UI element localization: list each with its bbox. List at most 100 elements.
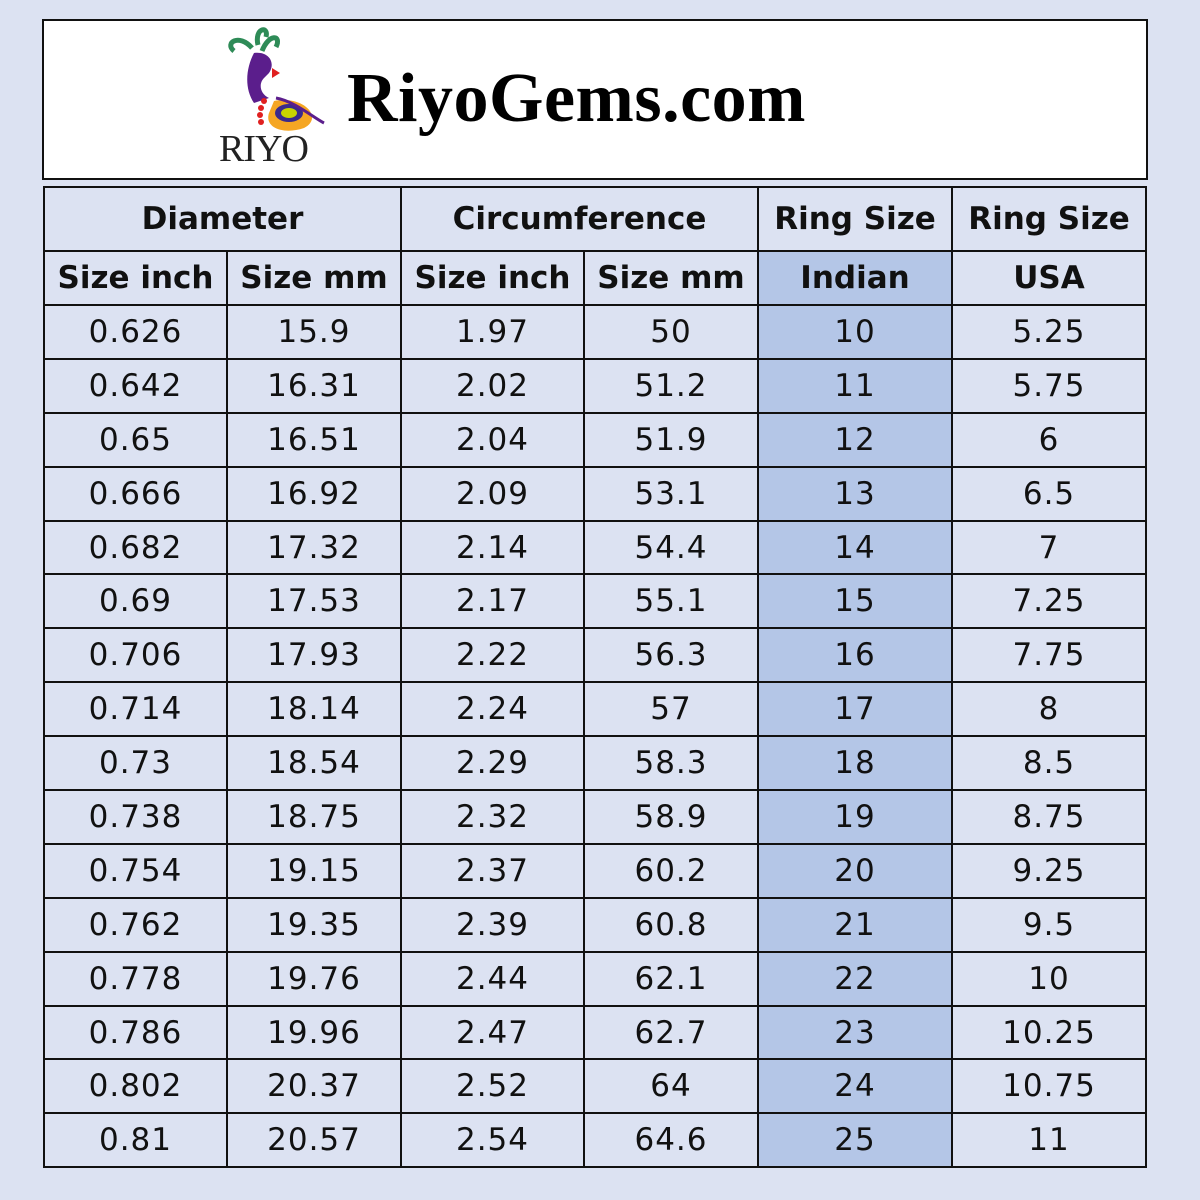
- cell-ring-size-indian: 16: [757, 627, 953, 684]
- cell-diameter-mm: 16.31: [226, 357, 402, 414]
- cell-ring-size-usa: 8.75: [951, 789, 1147, 845]
- cell-ring-size-usa: 6: [951, 411, 1147, 468]
- cell-diameter-mm: 18.14: [226, 681, 402, 738]
- cell-ring-size-usa: 10.75: [951, 1058, 1147, 1115]
- subheader-diameter-mm: Size mm: [226, 250, 402, 306]
- cell-ring-size-indian: 14: [757, 519, 953, 576]
- cell-ring-size-indian: 15: [757, 573, 953, 630]
- cell-circumference-mm: 62.7: [583, 1004, 759, 1061]
- cell-ring-size-indian: 10: [757, 304, 953, 360]
- cell-circumference-inch: 2.04: [400, 411, 585, 468]
- cell-circumference-mm: 53.1: [583, 465, 759, 522]
- cell-diameter-mm: 19.76: [226, 950, 402, 1007]
- peacock-logo-icon: [228, 27, 325, 131]
- table-row: 0.778 19.76 2.44 62.1 22 10: [43, 950, 1147, 1007]
- cell-circumference-mm: 64: [583, 1058, 759, 1115]
- cell-diameter-inch: 0.81: [43, 1112, 228, 1169]
- cell-diameter-inch: 0.802: [43, 1058, 228, 1115]
- table-row: 0.714 18.14 2.24 57 17 8: [43, 681, 1147, 738]
- cell-ring-size-usa: 10.25: [951, 1004, 1147, 1061]
- cell-circumference-mm: 51.9: [583, 411, 759, 468]
- cell-circumference-mm: 51.2: [583, 357, 759, 414]
- cell-ring-size-indian: 19: [757, 789, 953, 845]
- cell-ring-size-usa: 9.25: [951, 842, 1147, 899]
- cell-ring-size-usa: 11: [951, 1112, 1147, 1169]
- cell-ring-size-usa: 7: [951, 519, 1147, 576]
- cell-ring-size-indian: 22: [757, 950, 953, 1007]
- cell-circumference-inch: 2.39: [400, 896, 585, 953]
- cell-diameter-mm: 15.9: [226, 304, 402, 360]
- cell-circumference-mm: 55.1: [583, 573, 759, 630]
- cell-circumference-mm: 50: [583, 304, 759, 360]
- cell-diameter-inch: 0.714: [43, 681, 228, 738]
- cell-diameter-inch: 0.706: [43, 627, 228, 684]
- header-banner: RIYO RiyoGems.com: [42, 19, 1148, 180]
- table-row: 0.706 17.93 2.22 56.3 16 7.75: [43, 627, 1147, 684]
- ring-size-table: Diameter Circumference Ring Size Ring Si…: [43, 186, 1147, 1169]
- cell-ring-size-indian: 24: [757, 1058, 953, 1115]
- cell-ring-size-usa: 8: [951, 681, 1147, 738]
- cell-ring-size-usa: 5.75: [951, 357, 1147, 414]
- table-row: 0.682 17.32 2.14 54.4 14 7: [43, 519, 1147, 576]
- cell-circumference-mm: 58.3: [583, 735, 759, 792]
- cell-diameter-inch: 0.754: [43, 842, 228, 899]
- cell-diameter-inch: 0.738: [43, 789, 228, 845]
- cell-circumference-mm: 54.4: [583, 519, 759, 576]
- cell-diameter-inch: 0.682: [43, 519, 228, 576]
- cell-circumference-inch: 2.24: [400, 681, 585, 738]
- cell-circumference-inch: 2.14: [400, 519, 585, 576]
- table-row: 0.73 18.54 2.29 58.3 18 8.5: [43, 735, 1147, 792]
- cell-diameter-inch: 0.65: [43, 411, 228, 468]
- cell-diameter-mm: 18.75: [226, 789, 402, 845]
- cell-circumference-inch: 1.97: [400, 304, 585, 360]
- cell-diameter-mm: 20.37: [226, 1058, 402, 1115]
- cell-circumference-inch: 2.47: [400, 1004, 585, 1061]
- cell-diameter-inch: 0.786: [43, 1004, 228, 1061]
- cell-ring-size-usa: 9.5: [951, 896, 1147, 953]
- cell-diameter-inch: 0.778: [43, 950, 228, 1007]
- cell-circumference-mm: 56.3: [583, 627, 759, 684]
- logo-text: RIYO: [219, 128, 309, 170]
- cell-circumference-inch: 2.37: [400, 842, 585, 899]
- cell-diameter-mm: 17.32: [226, 519, 402, 576]
- cell-diameter-mm: 19.15: [226, 842, 402, 899]
- table-row: 0.786 19.96 2.47 62.7 23 10.25: [43, 1004, 1147, 1061]
- cell-ring-size-indian: 18: [757, 735, 953, 792]
- cell-circumference-inch: 2.52: [400, 1058, 585, 1115]
- cell-diameter-mm: 20.57: [226, 1112, 402, 1169]
- cell-circumference-inch: 2.32: [400, 789, 585, 845]
- cell-ring-size-indian: 17: [757, 681, 953, 738]
- cell-diameter-mm: 17.53: [226, 573, 402, 630]
- cell-diameter-inch: 0.762: [43, 896, 228, 953]
- header-circumference: Circumference: [400, 186, 759, 252]
- cell-ring-size-usa: 6.5: [951, 465, 1147, 522]
- table-row: 0.81 20.57 2.54 64.6 25 11: [43, 1112, 1147, 1169]
- cell-ring-size-indian: 13: [757, 465, 953, 522]
- cell-circumference-mm: 57: [583, 681, 759, 738]
- cell-diameter-mm: 19.35: [226, 896, 402, 953]
- cell-ring-size-indian: 25: [757, 1112, 953, 1169]
- cell-diameter-inch: 0.73: [43, 735, 228, 792]
- cell-diameter-mm: 16.92: [226, 465, 402, 522]
- table-row: 0.642 16.31 2.02 51.2 11 5.75: [43, 357, 1147, 414]
- cell-circumference-mm: 60.2: [583, 842, 759, 899]
- cell-circumference-inch: 2.02: [400, 357, 585, 414]
- cell-circumference-inch: 2.29: [400, 735, 585, 792]
- cell-ring-size-usa: 5.25: [951, 304, 1147, 360]
- cell-circumference-inch: 2.17: [400, 573, 585, 630]
- subheader-usa: USA: [951, 250, 1147, 306]
- cell-ring-size-usa: 8.5: [951, 735, 1147, 792]
- cell-diameter-mm: 18.54: [226, 735, 402, 792]
- table-row: 0.754 19.15 2.37 60.2 20 9.25: [43, 842, 1147, 899]
- cell-ring-size-usa: 7.75: [951, 627, 1147, 684]
- cell-diameter-inch: 0.69: [43, 573, 228, 630]
- table-row: 0.626 15.9 1.97 50 10 5.25: [43, 304, 1147, 360]
- cell-circumference-inch: 2.22: [400, 627, 585, 684]
- table-row: 0.762 19.35 2.39 60.8 21 9.5: [43, 896, 1147, 953]
- cell-ring-size-usa: 10: [951, 950, 1147, 1007]
- subheader-circumference-mm: Size mm: [583, 250, 759, 306]
- cell-circumference-inch: 2.44: [400, 950, 585, 1007]
- table-row: 0.738 18.75 2.32 58.9 19 8.75: [43, 789, 1147, 845]
- cell-ring-size-indian: 23: [757, 1004, 953, 1061]
- table-body: 0.626 15.9 1.97 50 10 5.25 0.642 16.31 2.02 51.2 1…: [43, 304, 1147, 1169]
